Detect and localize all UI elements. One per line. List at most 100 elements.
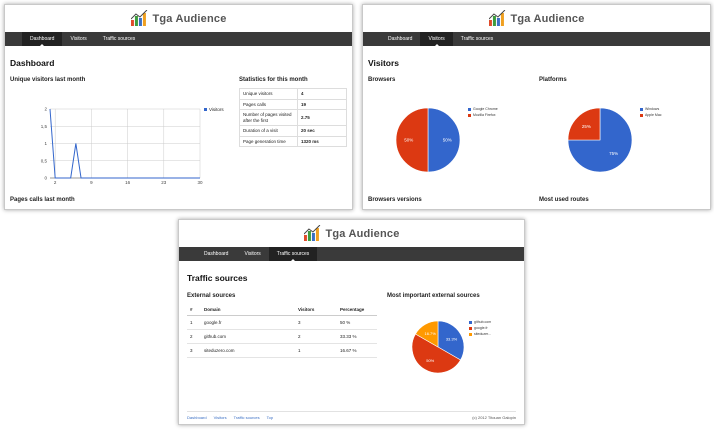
- stat-value: 4: [297, 88, 347, 100]
- pie-slice: [396, 108, 429, 172]
- legend-swatch: [640, 113, 643, 117]
- pie-slice-label: 50%: [443, 138, 452, 143]
- legend-swatch: [469, 326, 472, 330]
- stats-table: Unique visitors 4 Pages calls 19 Number of…: [239, 88, 347, 147]
- legend-label: Apple Mac: [645, 113, 662, 117]
- nav-traffic-sources[interactable]: Traffic sources: [460, 36, 494, 42]
- nav-visitors[interactable]: Visitors: [420, 32, 453, 46]
- app-title: Tga Audience: [325, 227, 400, 240]
- stat-label: Duration of a visit: [239, 125, 298, 137]
- column-header: Percentage: [337, 304, 377, 316]
- app-logo[interactable]: Tga Audience: [303, 225, 399, 242]
- nav-dashboard[interactable]: Dashboard: [204, 251, 229, 257]
- app-logo[interactable]: Tga Audience: [488, 10, 584, 27]
- column-header: #: [187, 304, 201, 316]
- row-number: 3: [187, 343, 201, 358]
- row-percentage: 16.67 %: [337, 343, 377, 358]
- app-header: Tga Audience: [363, 5, 710, 32]
- row-visitors: 2: [295, 329, 337, 344]
- legend-label: Google Chrome: [473, 107, 498, 111]
- nav-visitors[interactable]: Visitors: [70, 36, 87, 42]
- row-domain: github.com: [201, 329, 295, 344]
- legend-swatch: [640, 107, 643, 111]
- pie-slice: [568, 108, 601, 141]
- pie-slice-label: 50%: [404, 138, 413, 143]
- y-tick-label: 0,5: [41, 158, 48, 163]
- nav-dashboard[interactable]: Dashboard: [22, 32, 63, 46]
- x-tick-label: 16: [125, 180, 131, 185]
- legend-swatch-visitors: [204, 108, 207, 111]
- stat-value: 2.75: [297, 109, 347, 126]
- pie-slice: [568, 108, 632, 172]
- pie-title: Most important external sources: [387, 293, 480, 299]
- external-sources-title: External sources: [187, 293, 236, 299]
- table-row: Number of pages visited after the first 2…: [239, 109, 347, 126]
- nav-bar: Dashboard Visitors Traffic sources: [5, 32, 352, 46]
- platforms-pie-chart: 75% 25%: [568, 108, 632, 172]
- y-tick-label: 1: [44, 141, 47, 146]
- table-row: Duration of a visit 20 sec: [239, 125, 347, 137]
- legend-label: google.fr: [474, 326, 488, 330]
- table-header-row: # Domain Visitors Percentage: [187, 304, 377, 316]
- legend-swatch: [468, 113, 471, 117]
- column-header: Visitors: [295, 304, 337, 316]
- page-title: Dashboard: [10, 58, 55, 68]
- pie-slice: [415, 321, 439, 348]
- stat-value: 20 sec: [297, 125, 347, 137]
- legend-label: Mozilla Firefox: [473, 113, 496, 117]
- nav-dashboard[interactable]: Dashboard: [388, 36, 413, 42]
- browsers-pie-chart: 50% 50%: [396, 108, 460, 172]
- legend-item: siteduzer...: [469, 332, 491, 336]
- pie-slice: [427, 108, 460, 172]
- app-logo[interactable]: Tga Audience: [130, 10, 226, 27]
- external-sources-table: # Domain Visitors Percentage 1 google.fr…: [187, 304, 377, 358]
- row-visitors: 1: [295, 343, 337, 358]
- nav-traffic-sources[interactable]: Traffic sources: [102, 36, 136, 42]
- legend-swatch: [469, 332, 472, 336]
- row-percentage: 50 %: [337, 315, 377, 330]
- pages-calls-title: Pages calls last month: [10, 197, 75, 203]
- x-tick-label: 30: [197, 180, 203, 185]
- chart-logo-icon: [130, 10, 147, 27]
- legend-item: Mozilla Firefox: [468, 113, 496, 117]
- most-used-routes-title: Most used routes: [539, 197, 589, 203]
- page-title: Traffic sources: [187, 273, 248, 283]
- visitors-screenshot: Tga Audience Dashboard Visitors Traffic …: [362, 4, 711, 210]
- legend-item: Windows: [640, 107, 659, 111]
- pie-slice: [412, 333, 461, 373]
- series-line-visitors: [49, 108, 200, 179]
- pie-slice-label: 75%: [609, 151, 618, 156]
- stat-label: Unique visitors: [239, 88, 298, 100]
- footer-link-traffic-sources[interactable]: Traffic sources: [233, 415, 260, 420]
- pie-slice: [437, 321, 464, 361]
- nav-traffic-sources[interactable]: Traffic sources: [268, 247, 318, 261]
- stats-title: Statistics for this month: [239, 77, 308, 83]
- legend-label: github.com: [474, 320, 492, 324]
- x-tick-label: 9: [90, 180, 93, 185]
- table-row: Pages calls 19: [239, 98, 347, 110]
- footer-link-dashboard[interactable]: Dashboard: [187, 415, 207, 420]
- x-tick-label: 23: [161, 180, 167, 185]
- row-number: 1: [187, 315, 201, 330]
- row-number: 2: [187, 329, 201, 344]
- column-header: Domain: [201, 304, 295, 316]
- pie-slice-label: 25%: [582, 124, 591, 129]
- table-row: 1 google.fr 3 50 %: [187, 315, 377, 330]
- table-row: Unique visitors 4: [239, 88, 347, 100]
- pie-slice-label: 33.3%: [446, 337, 458, 342]
- stat-label: Number of pages visited after the first: [239, 109, 298, 126]
- nav-visitors[interactable]: Visitors: [244, 251, 261, 257]
- footer-link-top[interactable]: Top: [266, 415, 274, 420]
- app-header: Tga Audience: [5, 5, 352, 32]
- y-tick-label: 2: [44, 107, 47, 112]
- y-tick-label: 0: [44, 176, 47, 181]
- app-title: Tga Audience: [152, 12, 227, 25]
- app-title: Tga Audience: [510, 12, 585, 25]
- stat-label: Page generation time: [239, 135, 298, 147]
- external-sources-pie-chart: 33.3% 50% 16.7%: [412, 321, 464, 373]
- browsers-versions-title: Browsers versions: [368, 197, 422, 203]
- legend-label-visitors: Visitors: [209, 107, 224, 112]
- footer-link-visitors[interactable]: Visitors: [213, 415, 227, 420]
- row-visitors: 3: [295, 315, 337, 330]
- browsers-title: Browsers: [368, 77, 396, 83]
